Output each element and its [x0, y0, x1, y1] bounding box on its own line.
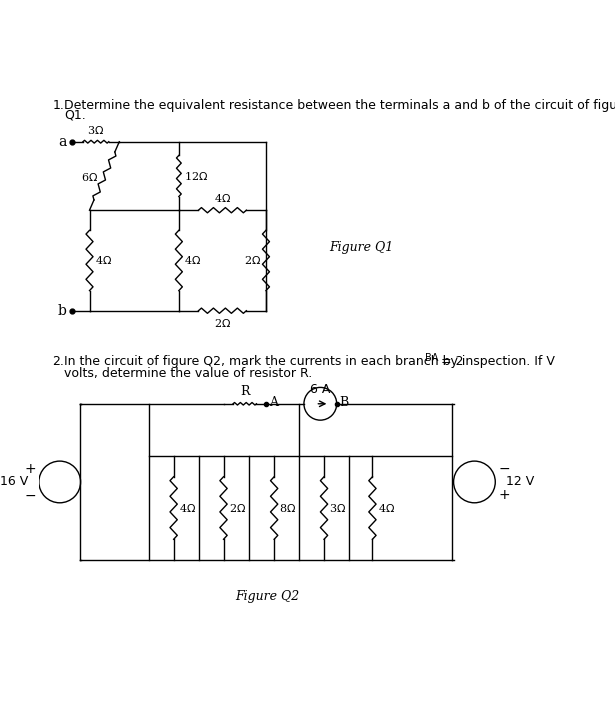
Text: 2$\Omega$: 2$\Omega$ — [214, 317, 231, 329]
Text: 4$\Omega$: 4$\Omega$ — [95, 255, 112, 267]
Text: B: B — [339, 396, 349, 409]
Text: 4$\Omega$: 4$\Omega$ — [214, 193, 231, 204]
Text: 8$\Omega$: 8$\Omega$ — [279, 502, 296, 514]
Text: R: R — [240, 385, 250, 398]
Text: 1.: 1. — [52, 98, 64, 111]
Text: 6$\Omega$: 6$\Omega$ — [81, 171, 98, 183]
Text: a: a — [58, 135, 66, 149]
Text: 6 A: 6 A — [310, 383, 330, 396]
Text: Q1.: Q1. — [64, 108, 86, 121]
Text: +: + — [24, 461, 36, 476]
Text: volts, determine the value of resistor R.: volts, determine the value of resistor R… — [64, 366, 312, 379]
Text: Determine the equivalent resistance between the terminals a and b of the circuit: Determine the equivalent resistance betw… — [64, 98, 615, 111]
Text: +: + — [498, 488, 510, 503]
Text: 2$\Omega$: 2$\Omega$ — [229, 502, 246, 514]
Text: 3$\Omega$: 3$\Omega$ — [87, 124, 105, 135]
Text: A: A — [269, 396, 278, 409]
Text: 2.: 2. — [52, 355, 64, 369]
Text: Figure Q1: Figure Q1 — [329, 241, 394, 254]
Text: 12$\Omega$: 12$\Omega$ — [184, 170, 208, 182]
Text: −: − — [498, 461, 510, 476]
Text: Figure Q2: Figure Q2 — [236, 590, 300, 603]
Text: = 2: = 2 — [437, 355, 464, 369]
Text: 4$\Omega$: 4$\Omega$ — [179, 502, 196, 514]
Text: b: b — [58, 304, 66, 318]
Text: In the circuit of figure Q2, mark the currents in each branch by inspection. If : In the circuit of figure Q2, mark the cu… — [64, 355, 555, 369]
Text: 3$\Omega$: 3$\Omega$ — [329, 502, 346, 514]
Text: 2$\Omega$: 2$\Omega$ — [244, 255, 261, 267]
Text: −: − — [24, 488, 36, 503]
Text: 12 V: 12 V — [506, 476, 534, 488]
Text: BA: BA — [426, 353, 438, 363]
Text: 16 V: 16 V — [0, 476, 28, 488]
Text: 4$\Omega$: 4$\Omega$ — [378, 502, 395, 514]
Text: 4$\Omega$: 4$\Omega$ — [184, 255, 201, 267]
